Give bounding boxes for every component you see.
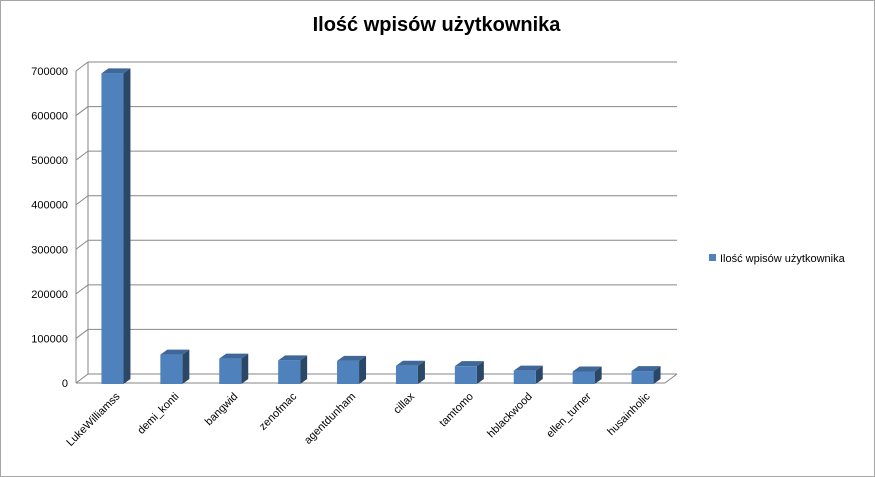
y-tick-label: 300000 [31,244,68,256]
gridline-side [75,195,89,206]
gridline-side [75,150,89,161]
bar-top [454,361,484,367]
category-label: husainholic [605,390,653,438]
bar-front [278,360,301,384]
bar-front [219,358,242,384]
gridline-side [75,61,89,72]
bar-top [160,349,190,355]
y-tick-label: 700000 [31,66,68,78]
gridline-side [75,284,89,295]
category-label: demi_konti [135,391,181,437]
bar-side [476,361,484,384]
floor-edge [664,373,678,384]
category-label: bangwid [203,391,240,428]
bar [219,353,249,384]
bar-front [337,360,360,384]
bar-side [594,366,602,384]
bar [572,366,602,384]
y-tick-label: 600000 [31,111,68,123]
category-label: tamtomo [437,391,476,430]
y-tick-label: 500000 [31,155,68,167]
gridline-side [75,329,89,339]
gridline-side [75,239,89,250]
legend: Ilość wpisów użytkownika [709,253,846,265]
bar-side [359,355,367,384]
bar-front [513,370,536,384]
gridline-side [75,106,89,116]
bar [631,366,661,384]
gridline-side [75,373,89,384]
bars [101,68,661,384]
bar-side [182,349,190,384]
bar-front [572,371,595,384]
gridlines [75,61,678,384]
legend-label: Ilość wpisów użytkownika [720,253,846,265]
bar-top [337,355,367,361]
bar-front [631,371,654,384]
bar-side [535,365,543,384]
bar-top [631,366,661,372]
y-tick-label: 200000 [31,289,68,301]
bar-side [653,366,661,384]
bar-top [572,366,602,372]
y-tick-label: 100000 [31,333,68,345]
bar-front [395,365,418,384]
bar [101,68,131,384]
bar-top [101,68,131,74]
category-label: hblackwood [485,391,535,441]
bar [513,365,543,384]
y-tick-label: 400000 [31,200,68,212]
bar-front [160,354,183,384]
bar-side [300,355,308,384]
legend-key [709,254,716,261]
category-labels: LukeWilliamss demi_konti bangwid zenofmac ag… [64,390,653,449]
bar-front [454,366,477,384]
bar [160,349,190,384]
bar-top [513,365,543,371]
category-label: agentdunham [302,391,358,447]
y-axis-ticks: 0 100000 200000 300000 400000 500000 600000 700… [31,66,68,390]
category-label: cillax [391,390,417,416]
bar [337,355,367,384]
bar-side [417,360,425,384]
bar-top [219,353,249,359]
bar-side [241,353,249,384]
bar [395,360,425,384]
bar-top [278,355,308,361]
chart-title: Ilość wpisów użytkownika [312,14,561,36]
bar [454,361,484,384]
category-label: LukeWilliamss [64,390,123,449]
bar-front [101,73,124,384]
bar-top [395,360,425,366]
category-label: ellen_turner [544,390,594,440]
category-label: zenofmac [257,390,300,433]
bar [278,355,308,384]
bar-side [123,68,131,384]
y-tick-label: 0 [62,378,68,390]
